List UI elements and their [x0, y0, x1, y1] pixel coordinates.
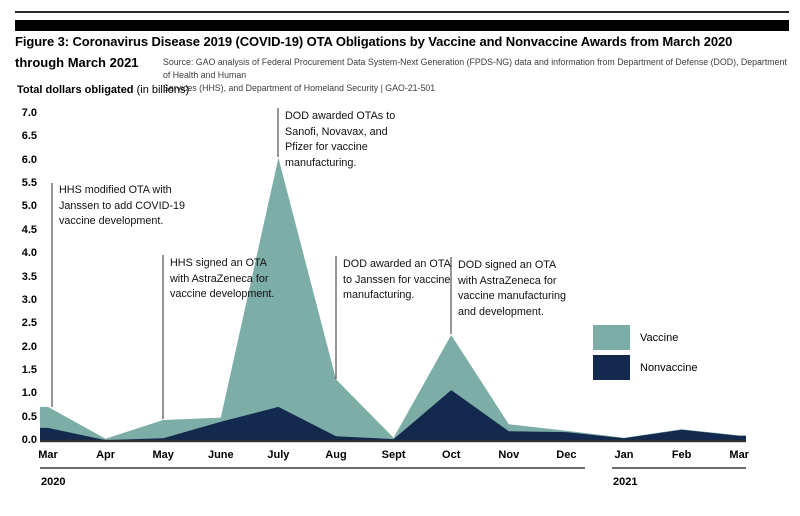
annotation-line: Janssen to add COVID-19: [59, 199, 186, 212]
y-tick-label: 2.0: [21, 340, 37, 353]
y-tick-label: 2.5: [21, 317, 37, 330]
y-tick-label: 5.0: [21, 200, 37, 213]
y-axis-title-bold: Total dollars obligated: [17, 84, 134, 96]
x-tick-label: Sept: [381, 449, 406, 461]
year-group-line-2021: [612, 467, 746, 469]
x-tick-label: Dec: [556, 449, 577, 461]
y-tick-label: 3.0: [21, 293, 37, 306]
x-tick-label: Jan: [614, 449, 634, 461]
legend-item-nonvaccine: Nonvaccine: [593, 355, 697, 380]
annotation-1: HHS signed an OTA with AstraZeneca for vac…: [170, 256, 274, 303]
source-note-line2: Services (HHS), and Department of Homela…: [163, 83, 436, 93]
vaccine-swatch: [593, 325, 630, 350]
y-tick-label: 0.5: [21, 410, 37, 423]
y-tick-label: 6.5: [21, 130, 37, 143]
header-black-bar: [15, 20, 789, 31]
annotation-line: HHS signed an OTA: [170, 257, 268, 269]
x-tick-label: Nov: [498, 449, 520, 461]
annotation-line: with AstraZeneca for: [170, 272, 269, 285]
y-tick-label: 3.5: [21, 270, 37, 283]
annotation-line: and development.: [458, 305, 544, 318]
source-note-line1: Source: GAO analysis of Federal Procurem…: [163, 57, 787, 80]
x-tick-label: Apr: [96, 449, 116, 461]
y-axis-title: Total dollars obligated (in billions): [17, 84, 189, 96]
y-tick-label: 1.0: [21, 387, 37, 400]
y-tick-label: 4.5: [21, 223, 37, 236]
x-tick-label: Mar: [729, 449, 749, 461]
annotation-3: DOD awarded an OTA to Janssen for vaccine…: [343, 257, 451, 304]
figure-title: Figure 3: Coronavirus Disease 2019 (COVI…: [15, 34, 733, 49]
x-tick-label: Feb: [671, 449, 692, 461]
annotation-line: to Janssen for vaccine: [343, 273, 451, 286]
x-tick-label: Aug: [325, 449, 347, 461]
figure-title-continued: through March 2021: [15, 55, 139, 70]
annotation-line: Sanofi, Novavax, and: [285, 125, 388, 138]
y-tick-label: 7.0: [21, 107, 37, 119]
annotation-line: vaccine manufacturing: [458, 290, 567, 302]
y-tick-label: 0.0: [21, 434, 37, 446]
x-tick-label: Mar: [38, 449, 58, 461]
year-group-line-2020: [40, 467, 585, 469]
nonvaccine-area: [40, 390, 746, 441]
legend-label-vaccine: Vaccine: [640, 331, 679, 344]
annotation-line: with AstraZeneca for: [458, 274, 557, 287]
annotation-line: HHS modified OTA with: [59, 184, 172, 196]
y-tick-label: 6.0: [21, 153, 37, 166]
y-tick-label: 1.5: [21, 363, 37, 376]
annotation-0: HHS modified OTA with Janssen to add COVI…: [59, 183, 185, 230]
x-tick-label: Oct: [442, 449, 461, 461]
legend-item-vaccine: Vaccine: [593, 325, 697, 350]
legend-label-nonvaccine: Nonvaccine: [640, 361, 698, 374]
y-tick-label: 4.0: [21, 247, 37, 260]
annotation-4: DOD signed an OTA with AstraZeneca for vac…: [458, 258, 566, 320]
annotation-line: DOD signed an OTA: [458, 259, 557, 271]
x-tick-label: July: [267, 449, 290, 461]
annotation-2: DOD awarded OTAs to Sanofi, Novavax, and P…: [285, 109, 395, 171]
nonvaccine-swatch: [593, 355, 630, 380]
annotation-line: manufacturing.: [343, 289, 415, 301]
annotation-line: vaccine development.: [59, 215, 164, 227]
x-tick-label: June: [207, 449, 234, 461]
x-tick-label: May: [152, 449, 174, 461]
year-label-2020: 2020: [41, 476, 66, 488]
y-tick-label: 5.5: [21, 177, 37, 190]
annotation-line: DOD awarded an OTA: [343, 258, 451, 270]
top-rule: [15, 11, 789, 13]
legend: Vaccine Nonvaccine: [593, 325, 697, 385]
y-axis-title-note: (in billions): [133, 84, 190, 96]
annotation-line: Pfizer for vaccine: [285, 141, 368, 153]
year-label-2021: 2021: [613, 476, 638, 488]
annotation-line: vaccine development.: [170, 288, 275, 300]
annotation-line: DOD awarded OTAs to: [285, 110, 396, 122]
source-note: Source: GAO analysis of Federal Procurem…: [163, 56, 795, 95]
annotation-line: manufacturing.: [285, 156, 357, 169]
x-axis-baseline: [40, 439, 746, 443]
